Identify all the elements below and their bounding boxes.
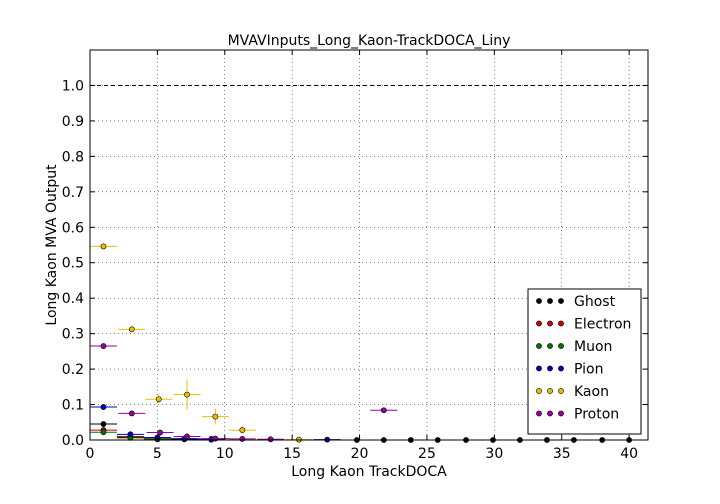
data-point (100, 343, 107, 349)
legend-label: Muon (574, 339, 612, 355)
x-tick-label: 5 (153, 446, 162, 462)
data-point (100, 404, 107, 410)
y-tick-label: 0.6 (62, 220, 84, 236)
legend-marker (558, 388, 564, 394)
x-tick-label: 35 (553, 446, 571, 462)
legend-box (527, 288, 642, 435)
legend-label: Kaon (574, 384, 609, 400)
legend: Ghost Electron Muon Pion Kaon Proton (527, 288, 642, 435)
legend-item-muon: Muon (536, 339, 612, 355)
legend-marker (536, 365, 542, 372)
y-tick-label: 1.0 (62, 78, 84, 94)
legend-marker (558, 320, 564, 327)
legend-label: Ghost (574, 294, 616, 310)
legend-item-ghost: Ghost (536, 294, 616, 310)
legend-marker (547, 365, 553, 372)
x-tick-label: 25 (418, 446, 436, 462)
y-tick-label: 0.7 (62, 185, 84, 201)
data-point (100, 429, 107, 436)
data-point (239, 436, 246, 442)
data-point (157, 429, 163, 436)
data-point (155, 396, 162, 403)
y-tick-label: 0.4 (62, 291, 84, 307)
x-tick-label: 15 (283, 446, 301, 462)
series-proton (90, 343, 398, 443)
legend-marker (558, 343, 564, 349)
axis-ticks: 0 5 10 15 20 25 30 35 40 0.0 0.1 0.2 0.3 0.4 0.5 0.6 0.7… (62, 50, 648, 462)
legend-marker (547, 388, 553, 394)
data-point (380, 407, 387, 414)
legend-item-electron: Electron (536, 317, 631, 333)
legend-item-pion: Pion (536, 362, 603, 378)
legend-marker (536, 343, 542, 349)
legend-marker (547, 410, 553, 417)
y-tick-label: 0.0 (62, 433, 84, 449)
legend-item-proton: Proton (536, 407, 619, 423)
data-point (127, 431, 134, 438)
y-tick-label: 0.3 (62, 327, 84, 343)
y-tick-label: 0.1 (62, 398, 84, 414)
legend-label: Electron (574, 317, 631, 333)
legend-marker (536, 388, 542, 394)
legend-marker (536, 320, 542, 327)
chart-title: MVAVInputs_Long_Kaon-TrackDOCA_Liny (228, 33, 511, 49)
data-point (128, 326, 135, 333)
series-kaon (90, 243, 313, 443)
x-tick-label: 40 (620, 446, 638, 462)
legend-marker (536, 298, 542, 304)
x-tick-label: 20 (351, 446, 369, 462)
legend-marker (547, 343, 553, 349)
y-axis-label: Long Kaon MVA Output (44, 164, 60, 326)
x-tick-label: 0 (86, 446, 95, 462)
legend-label: Proton (574, 407, 619, 423)
data-point (184, 391, 190, 398)
data-point (100, 421, 107, 427)
x-tick-label: 10 (216, 446, 234, 462)
legend-marker (547, 320, 553, 327)
legend-marker (558, 298, 564, 304)
y-tick-label: 0.2 (62, 362, 84, 378)
legend-marker (547, 298, 553, 304)
x-axis-label: Long Kaon TrackDOCA (291, 464, 447, 480)
data-point (212, 413, 219, 420)
data-point (100, 243, 107, 250)
y-tick-label: 0.9 (62, 114, 84, 130)
legend-label: Pion (574, 362, 603, 378)
y-tick-label: 0.8 (62, 149, 84, 165)
data-point (267, 436, 274, 443)
y-tick-label: 0.5 (62, 256, 84, 272)
data-point (184, 433, 190, 440)
data-point (239, 427, 246, 433)
legend-item-kaon: Kaon (536, 384, 609, 400)
data-point (128, 410, 135, 417)
plot-area (89, 49, 649, 441)
legend-marker (558, 410, 564, 417)
legend-marker (558, 365, 564, 372)
x-tick-label: 30 (485, 446, 503, 462)
legend-marker (536, 410, 542, 417)
